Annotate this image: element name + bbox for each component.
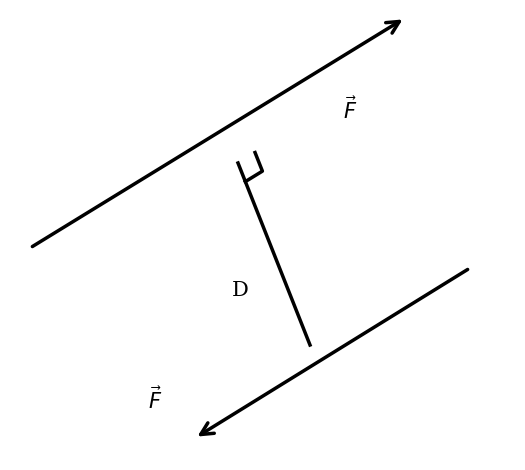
Text: $\vec{F}$: $\vec{F}$ [343, 97, 357, 124]
Text: $\vec{F}$: $\vec{F}$ [148, 387, 162, 414]
Text: D: D [232, 281, 248, 299]
